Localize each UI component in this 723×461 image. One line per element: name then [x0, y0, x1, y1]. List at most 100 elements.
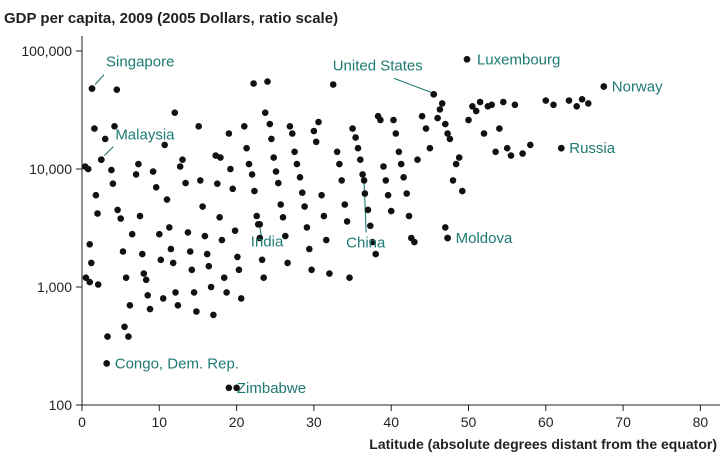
data-point: [527, 141, 534, 149]
data-point: [372, 250, 380, 258]
data-point: [500, 98, 507, 106]
data-point: [218, 236, 226, 244]
data-point: [465, 116, 472, 124]
data-point: [472, 107, 480, 115]
data-point: [86, 241, 93, 248]
data-point: [565, 97, 573, 104]
data-point: [250, 80, 257, 87]
annotation-label: Zimbabwe: [237, 380, 306, 397]
data-point: [157, 256, 165, 264]
data-point: [357, 156, 364, 163]
annotation-label: Singapore: [106, 54, 174, 71]
data-point: [550, 101, 557, 109]
data-point: [216, 214, 223, 221]
data-point: [293, 160, 301, 168]
data-point: [346, 274, 353, 282]
x-tick-label: 50: [461, 414, 477, 430]
annotation-label: Russia: [569, 140, 616, 157]
data-point: [315, 118, 322, 126]
data-point: [248, 171, 256, 178]
data-point: [272, 168, 280, 175]
data-point: [174, 302, 182, 309]
data-point: [411, 238, 418, 246]
x-tick-label: 0: [78, 414, 86, 430]
annotation-label: Luxembourg: [477, 51, 560, 68]
data-point: [519, 150, 526, 157]
x-tick-label: 40: [383, 414, 399, 430]
data-point: [390, 116, 397, 124]
data-point: [306, 245, 313, 253]
data-point: [140, 270, 148, 277]
data-point: [397, 160, 405, 168]
data-point: [320, 212, 328, 220]
y-tick-label: 1,000: [37, 279, 72, 295]
annotated-point: [225, 384, 233, 392]
data-point: [171, 109, 179, 116]
data-point: [380, 163, 387, 170]
data-point: [585, 100, 592, 107]
x-tick-label: 10: [152, 414, 168, 430]
data-point: [233, 384, 240, 392]
data-point: [117, 215, 124, 222]
data-point: [121, 323, 128, 331]
data-point: [488, 101, 496, 109]
x-axis-label: Latitude (absolute degrees distant from …: [369, 436, 717, 452]
data-point: [91, 125, 98, 132]
data-point: [86, 278, 93, 286]
data-point: [122, 274, 130, 282]
chart-title: GDP per capita, 2009 (2005 Dollars, rati…: [4, 10, 338, 27]
data-point: [144, 292, 151, 299]
data-point: [279, 214, 287, 221]
data-point: [492, 148, 499, 156]
data-point: [289, 130, 296, 137]
data-point: [299, 189, 306, 196]
data-point: [235, 266, 243, 274]
data-point: [511, 101, 519, 109]
data-point: [260, 274, 268, 282]
data-point: [318, 191, 325, 199]
data-point: [245, 160, 253, 168]
x-tick-label: 60: [538, 414, 554, 430]
data-point: [503, 144, 511, 152]
data-point: [203, 250, 211, 258]
data-point: [88, 259, 95, 267]
data-point: [169, 259, 177, 267]
data-points: [81, 56, 608, 392]
data-point: [361, 190, 369, 197]
data-point: [426, 144, 434, 152]
data-point: [329, 81, 337, 88]
data-point: [163, 196, 171, 203]
x-axis-ticks: 0 10 20 30 40 50 60 70 80: [78, 405, 708, 430]
data-point: [261, 109, 269, 116]
data-point: [186, 248, 194, 255]
data-point: [159, 295, 167, 302]
x-tick-label: 20: [229, 414, 245, 430]
x-tick-label: 30: [306, 414, 322, 430]
data-point: [542, 97, 550, 104]
data-point: [403, 190, 411, 197]
annotated-point: [360, 177, 368, 184]
data-point: [142, 276, 150, 284]
data-point: [231, 227, 239, 234]
annotated-point: [430, 91, 438, 98]
data-point: [166, 224, 173, 231]
data-point: [126, 302, 134, 309]
data-point: [400, 174, 407, 181]
y-tick-label: 100,000: [21, 43, 72, 59]
data-point: [496, 125, 503, 132]
data-point: [135, 160, 142, 168]
data-point: [125, 333, 132, 340]
annotated-point: [600, 83, 608, 90]
data-point: [109, 180, 117, 187]
data-point: [476, 98, 484, 106]
data-point: [422, 125, 430, 132]
y-tick-label: 10,000: [29, 161, 72, 177]
data-point: [161, 141, 168, 149]
data-point: [234, 253, 241, 261]
data-point: [214, 180, 221, 187]
data-point: [111, 123, 118, 130]
annotation-label: Malaysia: [115, 127, 175, 144]
data-point: [108, 166, 115, 174]
annotation-leaders: [94, 74, 431, 239]
